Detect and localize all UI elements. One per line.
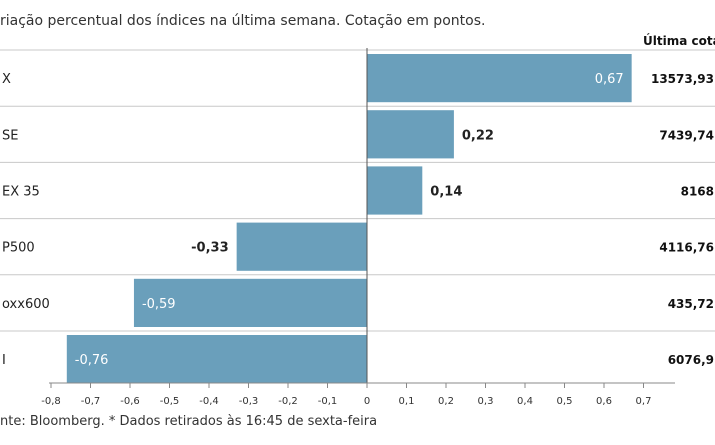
category-label: X — [2, 72, 11, 87]
value-label: -0,76 — [75, 353, 109, 368]
chart-footer-note: nte: Bloomberg. * Dados retirados às 16:… — [0, 414, 378, 429]
x-tick-label: 0,2 — [438, 396, 454, 407]
value-label: 0,67 — [595, 72, 624, 87]
row-separators — [0, 49, 715, 332]
x-tick-label: -0,7 — [81, 396, 101, 407]
x-tick-label: -0,4 — [199, 396, 219, 407]
last-price-label: 4116,76 — [659, 241, 714, 255]
value-label: 0,22 — [462, 128, 494, 143]
x-tick-label: 0,1 — [399, 396, 415, 407]
last-price-column-title: Última cotaç — [643, 34, 715, 48]
last-price-label: 435,72 — [668, 297, 714, 311]
bar — [367, 54, 632, 103]
bar — [133, 278, 367, 327]
x-tick-label: 0,6 — [596, 396, 612, 407]
last-price-label: 8168 — [681, 185, 714, 199]
chart-subtitle: riação percentual dos índices na última … — [0, 13, 486, 29]
x-tick-label: -0,5 — [160, 396, 180, 407]
bars — [66, 54, 632, 384]
x-tick-label: -0,2 — [278, 396, 298, 407]
bar — [367, 166, 423, 215]
category-label: EX 35 — [2, 185, 40, 200]
row-labels: X 0,67 13573,93 SE 0,22 7439,74 EX 35 0,14 8168 P… — [2, 72, 714, 368]
x-tick-label: -0,1 — [318, 396, 338, 407]
x-tick-label: 0,7 — [636, 396, 652, 407]
x-tick-label: -0,8 — [41, 396, 61, 407]
bar — [236, 222, 367, 271]
value-label: -0,59 — [142, 297, 176, 312]
x-tick-label: -0,6 — [120, 396, 140, 407]
last-price-label: 6076,9 — [668, 353, 714, 367]
x-tick-label: 0 — [364, 396, 370, 407]
bar — [367, 110, 454, 159]
category-label: P500 — [2, 241, 35, 256]
last-price-label: 7439,74 — [659, 128, 714, 142]
value-label: -0,33 — [191, 241, 228, 256]
x-tick-label: 0,3 — [478, 396, 494, 407]
last-price-label: 13573,93 — [651, 72, 714, 86]
x-axis: -0,8 -0,7 -0,6 -0,5 -0,4 -0,3 -0,2 -0,1 0 0,1 0,2 0… — [41, 48, 675, 407]
category-label: oxx600 — [2, 297, 50, 312]
bar — [66, 335, 368, 384]
category-label: SE — [2, 128, 18, 143]
x-tick-label: 0,5 — [557, 396, 573, 407]
x-tick-label: 0,4 — [517, 396, 533, 407]
value-label: 0,14 — [430, 185, 462, 200]
category-label: I — [2, 353, 6, 368]
x-tick-label: -0,3 — [239, 396, 259, 407]
